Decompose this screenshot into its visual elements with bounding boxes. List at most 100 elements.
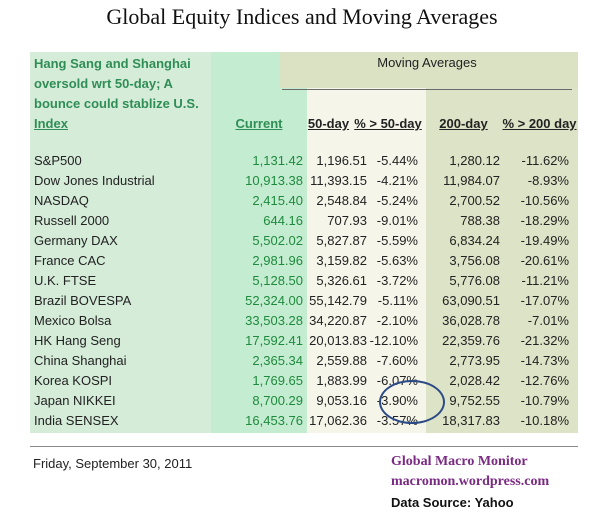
ma200-value-cell: 2,773.95 — [449, 353, 500, 368]
table-row: Japan NIKKEI 8,700.29 9,053.16 -3.90% 9,752.… — [30, 392, 578, 412]
pct50-value-cell: -2.10% — [376, 313, 418, 328]
index-name-cell: France CAC — [34, 253, 106, 268]
table-row: NASDAQ 2,415.40 2,548.84 -5.24% 2,700.52 -10.… — [30, 192, 578, 212]
footer-divider — [30, 446, 578, 447]
table-row: U.K. FTSE 5,128.50 5,326.61 -3.72% 5,776.08 -… — [30, 272, 578, 292]
brand-name: Global Macro Monitor — [391, 454, 528, 469]
current-value-cell: 2,415.40 — [252, 193, 303, 208]
pct200-value-cell: -11.62% — [521, 153, 569, 168]
ma200-value-cell: 36,028.78 — [442, 313, 500, 328]
header-current: Current — [235, 116, 283, 131]
pct200-value-cell: -20.61% — [520, 253, 569, 268]
table-row: India SENSEX 16,453.76 17,062.36 -3.57% 18,3… — [30, 412, 578, 432]
header-50-day: 50-day — [307, 116, 350, 131]
ma50-value-cell: 1,196.51 — [316, 153, 367, 168]
index-name-cell: HK Hang Seng — [34, 333, 121, 348]
current-value-cell: 5,128.50 — [252, 273, 303, 288]
table-row: Germany DAX 5,502.02 5,827.87 -5.59% 6,834.2… — [30, 232, 578, 252]
highlight-oval — [379, 380, 445, 424]
ma50-value-cell: 1,883.99 — [316, 373, 367, 388]
table-row: China Shanghai 2,365.34 2,559.88 -7.60% 2,77… — [30, 352, 578, 372]
data-source: Data Source: Yahoo — [391, 495, 514, 510]
ma50-value-cell: 55,142.79 — [309, 293, 367, 308]
ma200-value-cell: 63,090.51 — [442, 293, 500, 308]
ma50-value-cell: 9,053.16 — [316, 393, 367, 408]
index-name-cell: S&P500 — [34, 153, 82, 168]
moving-averages-header-band — [279, 52, 578, 88]
index-name-cell: Japan NIKKEI — [34, 393, 116, 408]
pct50-value-cell: -4.21% — [376, 173, 418, 188]
pct200-value-cell: -21.32% — [520, 333, 569, 348]
current-value-cell: 1,131.42 — [252, 153, 303, 168]
table-row: S&P500 1,131.42 1,196.51 -5.44% 1,280.12 -11.… — [30, 152, 578, 172]
ma50-value-cell: 3,159.82 — [316, 253, 367, 268]
pct200-value-cell: -10.18% — [520, 413, 569, 428]
table-row: Mexico Bolsa 33,503.28 34,220.87 -2.10% 36,0… — [30, 312, 578, 332]
ma200-value-cell: 9,752.55 — [449, 393, 500, 408]
ma50-value-cell: 11,393.15 — [310, 173, 367, 188]
ma200-value-cell: 2,028.42 — [449, 373, 500, 388]
pct50-value-cell: -5.24% — [376, 193, 418, 208]
pct50-column-background — [364, 52, 426, 433]
pct50-value-cell: -7.60% — [376, 353, 418, 368]
current-value-cell: 33,503.28 — [245, 313, 303, 328]
header-200-day: 200-day — [439, 116, 488, 131]
note-line: oversold wrt 50-day; A — [34, 76, 173, 91]
page-title: Global Equity Indices and Moving Average… — [106, 4, 498, 29]
pct50-value-cell: -5.59% — [376, 233, 418, 248]
pct50-value-cell: -5.63% — [376, 253, 418, 268]
current-value-cell: 2,981.96 — [252, 253, 303, 268]
ma200-value-cell: 788.38 — [460, 213, 500, 228]
indices-table: Hang Sang and Shanghai oversold wrt 50-d… — [30, 52, 578, 433]
index-column-background — [30, 52, 211, 433]
ma50-value-cell: 707.93 — [327, 213, 367, 228]
current-value-cell: 17,592.41 — [245, 333, 303, 348]
pct200-column-background — [501, 52, 578, 433]
current-value-cell: 644.16 — [263, 213, 303, 228]
ma200-value-cell: 22,359.76 — [442, 333, 500, 348]
ma50-value-cell: 2,548.84 — [316, 193, 367, 208]
table-row: Korea KOSPI 1,769.65 1,883.99 -6.07% 2,028.4… — [30, 372, 578, 392]
current-value-cell: 8,700.29 — [252, 393, 303, 408]
index-name-cell: NASDAQ — [34, 193, 89, 208]
table-row: HK Hang Seng 17,592.41 20,013.83 -12.10% 22,… — [30, 332, 578, 352]
index-name-cell: U.K. FTSE — [34, 273, 97, 288]
header-index: Index — [34, 116, 68, 131]
ma50-value-cell: 2,559.88 — [316, 353, 367, 368]
pct200-value-cell: -12.76% — [520, 373, 569, 388]
ma200-value-cell: 3,756.08 — [449, 253, 500, 268]
pct50-value-cell: -12.10% — [369, 333, 418, 348]
note-line: bounce could stablize U.S. — [34, 96, 199, 111]
pct50-value-cell: -3.72% — [376, 273, 418, 288]
brand-url: macromon.wordpress.com — [391, 474, 550, 489]
current-value-cell: 2,365.34 — [252, 353, 303, 368]
index-name-cell: Mexico Bolsa — [34, 313, 112, 328]
ma50-value-cell: 20,013.83 — [309, 333, 367, 348]
table-row: Brazil BOVESPA 52,324.00 55,142.79 -5.11% 63… — [30, 292, 578, 312]
table-row: France CAC 2,981.96 3,159.82 -5.63% 3,756.08… — [30, 252, 578, 272]
pct200-value-cell: -7.01% — [527, 313, 569, 328]
pct200-value-cell: -19.49% — [520, 233, 569, 248]
header-pct-above-200-day: % > 200 day — [502, 116, 577, 131]
ma200-value-cell: 18,317.83 — [442, 413, 500, 428]
current-value-cell: 5,502.02 — [252, 233, 303, 248]
ma50-column-background — [307, 52, 364, 433]
commentary-note: Hang Sang and Shanghai oversold wrt 50-d… — [34, 54, 234, 114]
index-name-cell: Brazil BOVESPA — [34, 293, 132, 308]
pct200-value-cell: -10.56% — [520, 193, 569, 208]
pct200-value-cell: -10.79% — [520, 393, 569, 408]
current-value-cell: 1,769.65 — [252, 373, 303, 388]
index-name-cell: China Shanghai — [34, 353, 127, 368]
ma50-value-cell: 5,827.87 — [316, 233, 367, 248]
current-value-cell: 52,324.00 — [245, 293, 303, 308]
ma50-value-cell: 34,220.87 — [309, 313, 367, 328]
ma50-value-cell: 17,062.36 — [309, 413, 367, 428]
ma200-value-cell: 2,700.52 — [449, 193, 500, 208]
ma200-column-background — [426, 52, 501, 433]
current-value-cell: 10,913.38 — [245, 173, 303, 188]
current-value-cell: 16,453.76 — [245, 413, 303, 428]
note-line: Hang Sang and Shanghai — [34, 56, 191, 71]
index-name-cell: India SENSEX — [34, 413, 119, 428]
ma200-value-cell: 11,984.07 — [443, 173, 500, 188]
ma200-value-cell: 6,834.24 — [449, 233, 500, 248]
